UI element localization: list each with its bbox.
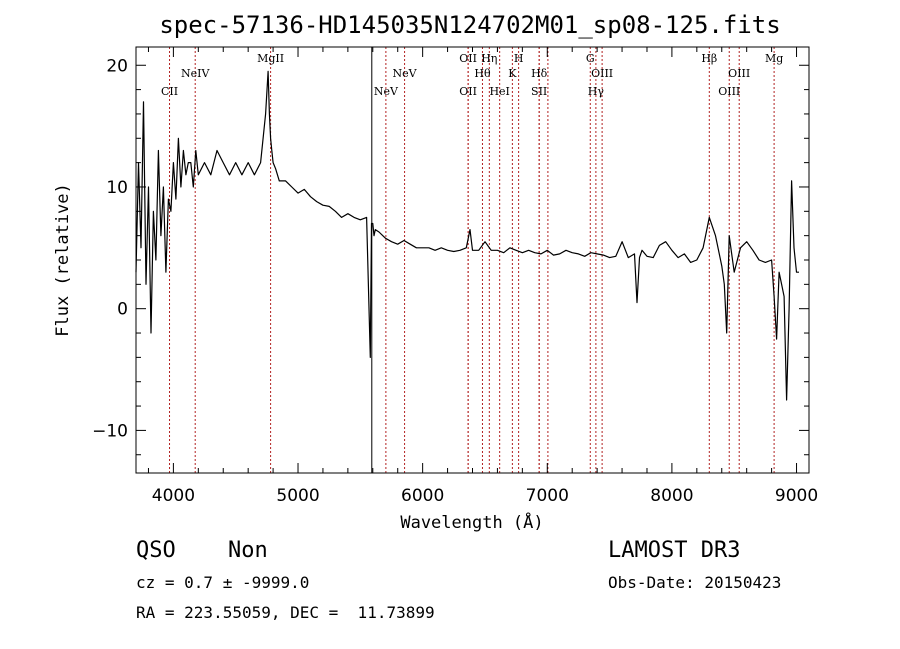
line-label: MgII bbox=[257, 52, 284, 65]
line-label: Hθ bbox=[474, 67, 491, 80]
x-tick-label: 7000 bbox=[526, 486, 569, 506]
plot-frame bbox=[135, 46, 810, 474]
obs-date: Obs-Date: 20150423 bbox=[608, 573, 782, 592]
x-tick-label: 4000 bbox=[152, 486, 195, 506]
x-tick-label: 9000 bbox=[775, 486, 818, 506]
x-tick-label: 8000 bbox=[650, 486, 693, 506]
line-label: K bbox=[508, 67, 517, 80]
line-markers bbox=[169, 47, 775, 473]
y-axis-ticks: −10 0 10 20 bbox=[92, 56, 809, 456]
line-label: OIII bbox=[718, 85, 740, 98]
line-label: CII bbox=[161, 85, 178, 98]
series-group bbox=[135, 70, 799, 401]
object-class: QSO bbox=[136, 538, 176, 563]
x-tick-label: 5000 bbox=[276, 486, 319, 506]
radec-text: RA = 223.55059, DEC = 11.73899 bbox=[136, 603, 435, 622]
x-tick-label: 6000 bbox=[401, 486, 444, 506]
line-label: Hβ bbox=[701, 52, 717, 65]
y-tick-label: 20 bbox=[106, 56, 128, 76]
line-label: Hη bbox=[481, 52, 497, 65]
y-tick-label: −10 bbox=[92, 421, 128, 441]
y-tick-label: 0 bbox=[117, 300, 128, 320]
chart-title: spec-57136-HD145035N124702M01_sp08-125.f… bbox=[159, 11, 780, 39]
object-subclass: Non bbox=[228, 538, 268, 563]
line-label: HeI bbox=[489, 85, 509, 98]
line-label: OIII bbox=[591, 67, 613, 80]
line-label: H bbox=[514, 52, 524, 65]
line-label: NeIV bbox=[181, 67, 210, 80]
x-axis-ticks: 4000 5000 6000 7000 8000 9000 bbox=[147, 47, 818, 506]
y-axis-label: Flux (relative) bbox=[53, 183, 73, 337]
line-label: Mg bbox=[765, 52, 783, 65]
line-label: SII bbox=[531, 85, 547, 98]
y-tick-label: 10 bbox=[106, 178, 128, 198]
line-label: OII bbox=[459, 52, 477, 65]
line-label: Hδ bbox=[531, 67, 548, 80]
line-label: OIII bbox=[728, 67, 750, 80]
redshift-text: cz = 0.7 ± -9999.0 bbox=[136, 573, 310, 592]
line-label: Hγ bbox=[588, 85, 605, 98]
survey-name: LAMOST DR3 bbox=[608, 538, 741, 563]
line-label: G bbox=[586, 52, 595, 65]
line-label: NeV bbox=[393, 67, 418, 80]
x-axis-label: Wavelength (Å) bbox=[400, 511, 543, 533]
line-label: NeV bbox=[374, 85, 399, 98]
line-label: OII bbox=[459, 85, 477, 98]
spectrum-line bbox=[135, 70, 799, 401]
